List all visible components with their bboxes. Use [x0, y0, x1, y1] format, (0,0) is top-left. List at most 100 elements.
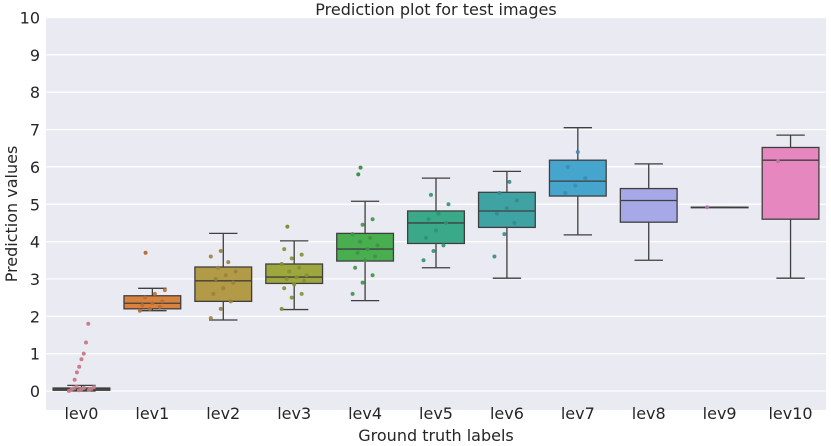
x-tick-label: lev2 [206, 404, 240, 423]
data-point [91, 385, 96, 390]
box-iqr [619, 187, 678, 223]
data-point [563, 191, 568, 196]
data-point [368, 235, 373, 240]
data-point [350, 291, 355, 296]
outlier-point [86, 321, 91, 326]
data-point [221, 286, 226, 291]
data-point [223, 273, 228, 278]
x-tick-label: lev6 [490, 404, 524, 423]
data-point [431, 248, 436, 253]
y-tick-label: 5 [30, 195, 40, 214]
data-point [370, 273, 375, 278]
data-point [211, 291, 216, 296]
data-point [353, 265, 358, 270]
data-point [429, 192, 434, 197]
data-point [373, 254, 378, 259]
data-point [304, 273, 309, 278]
data-point [74, 384, 79, 389]
data-point [208, 254, 213, 259]
data-point [502, 232, 507, 237]
data-point [776, 159, 781, 164]
data-point [162, 288, 167, 293]
data-point [284, 276, 289, 281]
data-point [443, 220, 448, 225]
data-point [218, 306, 223, 311]
data-point [289, 256, 294, 261]
x-tick-label: lev4 [348, 404, 382, 423]
x-tick-label: lev8 [632, 404, 666, 423]
x-tick-label: lev9 [703, 404, 737, 423]
box-iqr [406, 210, 466, 245]
y-tick-label: 1 [30, 345, 40, 364]
data-point [282, 247, 287, 252]
outlier-point [285, 224, 290, 229]
outlier-point [356, 172, 361, 177]
data-point [294, 275, 299, 280]
x-tick-label: lev7 [561, 404, 595, 423]
x-axis-label: Ground truth labels [358, 426, 513, 445]
data-point [565, 164, 570, 169]
data-point [494, 211, 499, 216]
data-point [573, 183, 578, 188]
data-point [583, 176, 588, 181]
y-tick-label: 0 [30, 382, 40, 401]
box-lev2 [194, 232, 253, 321]
y-tick-label: 2 [30, 307, 40, 326]
data-point [514, 198, 519, 203]
data-point [226, 260, 231, 265]
data-point [279, 306, 284, 311]
data-point [512, 220, 517, 225]
data-point [436, 211, 441, 216]
box-lev3 [265, 224, 324, 311]
outlier-point [83, 340, 88, 345]
y-tick-label: 10 [20, 9, 40, 28]
x-tick-label: lev1 [135, 404, 169, 423]
grid [46, 16, 826, 392]
box-lev10 [761, 134, 820, 279]
x-axis-ticks: lev0 lev1 lev2 lev3 lev4 lev5 lev6 lev7 lev8 lev9… [64, 404, 812, 423]
data-point [208, 316, 213, 321]
data-point [363, 258, 368, 263]
data-point [360, 222, 365, 227]
data-point [497, 191, 502, 196]
outlier-point [77, 364, 82, 369]
data-point [218, 248, 223, 253]
data-point [350, 232, 355, 237]
x-tick-label: lev0 [64, 404, 98, 423]
data-point [140, 303, 145, 308]
data-point [360, 280, 365, 285]
data-point [421, 258, 426, 263]
data-point [299, 291, 304, 296]
x-tick-label: lev3 [277, 404, 311, 423]
outlier-point [74, 370, 79, 375]
box-series [52, 127, 820, 393]
data-point [137, 308, 142, 313]
box-iqr [265, 263, 324, 285]
box-lev8 [619, 163, 678, 261]
data-point [216, 265, 221, 270]
outlier-point [358, 165, 363, 170]
chart-title: Prediction plot for test images [315, 0, 556, 19]
y-tick-label: 9 [30, 46, 40, 65]
data-point [292, 282, 297, 287]
data-point [213, 276, 218, 281]
box-lev7 [548, 127, 607, 236]
data-point [81, 386, 86, 391]
data-point [287, 269, 292, 274]
data-point [233, 269, 238, 274]
x-tick-label: lev10 [768, 404, 812, 423]
data-point [150, 301, 155, 306]
y-tick-label: 6 [30, 158, 40, 177]
data-point [299, 252, 304, 257]
data-point [426, 217, 431, 222]
data-point [231, 280, 236, 285]
data-point [358, 239, 363, 244]
box-lev6 [477, 170, 536, 279]
data-point [157, 304, 162, 309]
box-lev9 [690, 205, 749, 210]
outlier-point [72, 377, 77, 382]
data-point [441, 243, 446, 248]
data-point [424, 235, 429, 240]
data-point [147, 306, 152, 311]
